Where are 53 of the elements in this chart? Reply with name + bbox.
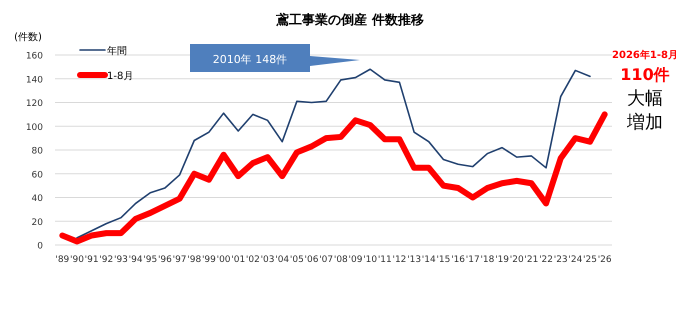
- x-tick-label: '19: [495, 255, 510, 265]
- x-tick-label: '98: [187, 255, 202, 265]
- x-tick-label: '25: [583, 255, 597, 265]
- x-tick-label: '21: [524, 255, 538, 265]
- x-tick-label: '92: [99, 255, 114, 265]
- x-tick-label: '07: [319, 255, 334, 265]
- x-tick-label: '22: [539, 255, 554, 265]
- x-tick-label: '14: [422, 255, 436, 265]
- y-tick-label: 60: [32, 170, 44, 180]
- x-tick-label: '00: [216, 255, 231, 265]
- x-tick-label: '04: [275, 255, 290, 265]
- y-tick-label: 100: [26, 122, 44, 133]
- x-tick-label: '05: [290, 255, 304, 265]
- y-tick-label: 160: [26, 52, 44, 62]
- y-tick-label: 40: [32, 194, 44, 204]
- y-tick-label: 140: [26, 75, 44, 86]
- x-tick-label: '95: [143, 255, 158, 265]
- x-tick-label: '13: [407, 255, 422, 265]
- y-tick-label: 20: [32, 218, 44, 228]
- x-tick-label: '15: [436, 255, 450, 265]
- x-tick-label: '97: [172, 255, 187, 265]
- x-tick-label: '02: [246, 255, 260, 265]
- ylabel: (件数): [14, 32, 42, 43]
- x-tick-label: '20: [510, 255, 524, 265]
- x-tick-label: '94: [128, 255, 143, 265]
- x-tick-label: '11: [378, 255, 392, 265]
- x-tick-label: '23: [554, 255, 568, 265]
- x-tick-label: '08: [334, 255, 348, 265]
- x-tick-label: '90: [70, 255, 84, 265]
- x-tick-label: '96: [158, 255, 172, 265]
- callout: 2010年 148件: [190, 44, 360, 72]
- x-tick-label: '06: [304, 255, 319, 265]
- legend-label: 年間: [107, 45, 127, 57]
- x-tick-label: '01: [231, 255, 246, 265]
- x-tick-label: '24: [568, 255, 583, 265]
- x-tick-label: '93: [114, 255, 128, 265]
- x-tick-label: '18: [480, 255, 495, 265]
- x-tick-label: '10: [363, 255, 378, 265]
- x-tick-label: '17: [466, 255, 480, 265]
- y-tick-label: 80: [32, 146, 44, 156]
- x-tick-label: '89: [55, 255, 70, 265]
- y-tick-label: 0: [37, 242, 44, 252]
- title: 鳶工事業の倒産 件数推移: [276, 13, 424, 28]
- legend-label: 1-8月: [107, 71, 134, 82]
- x-tick-label: '26: [598, 255, 612, 265]
- x-tick-label: '16: [451, 255, 466, 265]
- y-tick-label: 120: [26, 99, 44, 109]
- x-tick-label: '09: [348, 255, 363, 265]
- x-tick-label: '99: [202, 255, 216, 265]
- x-tick-label: '91: [84, 255, 99, 265]
- x-tick-label: '12: [392, 255, 406, 265]
- annotation: 2010年 148件: [212, 53, 288, 66]
- x-tick-label: '03: [260, 255, 275, 265]
